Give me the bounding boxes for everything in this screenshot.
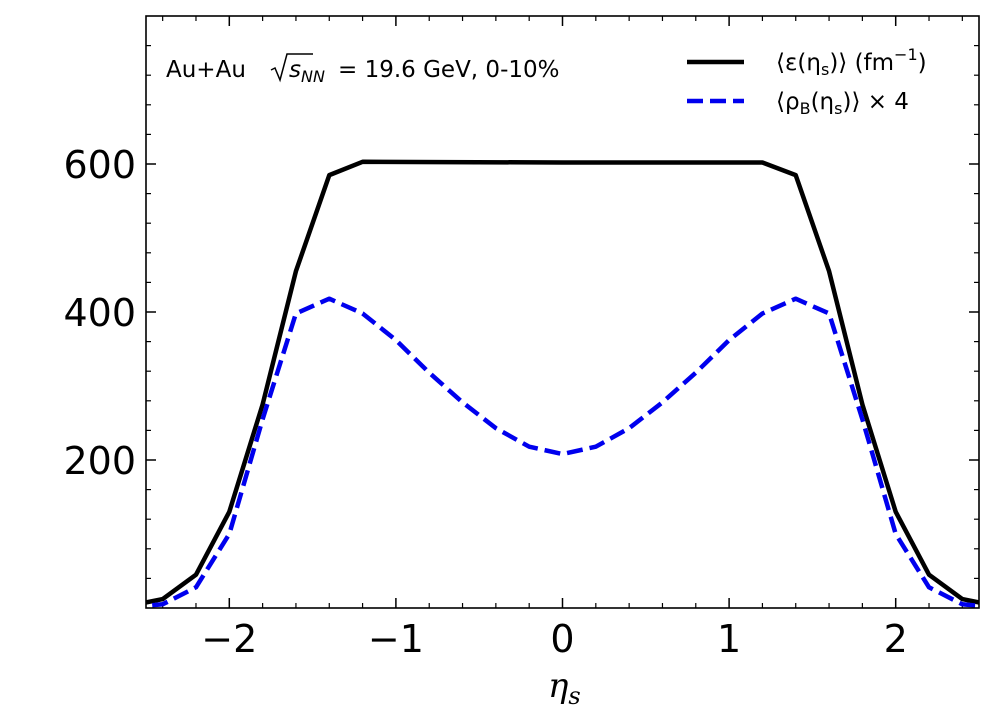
tick-labels: −2 −1 0 1 2 200 400 600 bbox=[63, 143, 907, 661]
x-axis-title: ηs bbox=[548, 666, 581, 710]
series bbox=[146, 159, 979, 608]
series-line-energy bbox=[146, 159, 979, 605]
x-tick-label: 2 bbox=[884, 617, 908, 661]
annotation-subscript: NN bbox=[301, 67, 325, 86]
sqrt-symbol bbox=[270, 53, 313, 83]
svg-text:sNN: sNN bbox=[289, 57, 325, 86]
plot-frame bbox=[145, 15, 980, 609]
series-line-baryon bbox=[146, 296, 979, 608]
x-tick-label: −2 bbox=[201, 617, 257, 661]
annotation-energy: = 19.6 GeV, 0-10% bbox=[338, 57, 560, 83]
y-tick-label: 200 bbox=[63, 439, 136, 483]
legend-label-energy: ⟨ε(ηs)⟩ (fm−1) bbox=[776, 45, 927, 79]
ticks bbox=[146, 16, 979, 608]
x-tick-label: −1 bbox=[368, 617, 424, 661]
annotation-sqrt-label: s bbox=[289, 57, 301, 83]
x-tick-label: 0 bbox=[550, 617, 574, 661]
y-tick-label: 600 bbox=[63, 143, 136, 187]
legend: ⟨ε(ηs)⟩ (fm−1) ⟨ρB(ηs)⟩ × 4 bbox=[687, 45, 927, 118]
annotation: Au+Au sNN = 19.6 GeV, 0-10% bbox=[166, 53, 560, 86]
x-tick-label: 1 bbox=[717, 617, 741, 661]
annotation-system: Au+Au bbox=[166, 57, 246, 83]
legend-label-baryon: ⟨ρB(ηs)⟩ × 4 bbox=[776, 89, 909, 118]
y-tick-label: 400 bbox=[63, 291, 136, 335]
